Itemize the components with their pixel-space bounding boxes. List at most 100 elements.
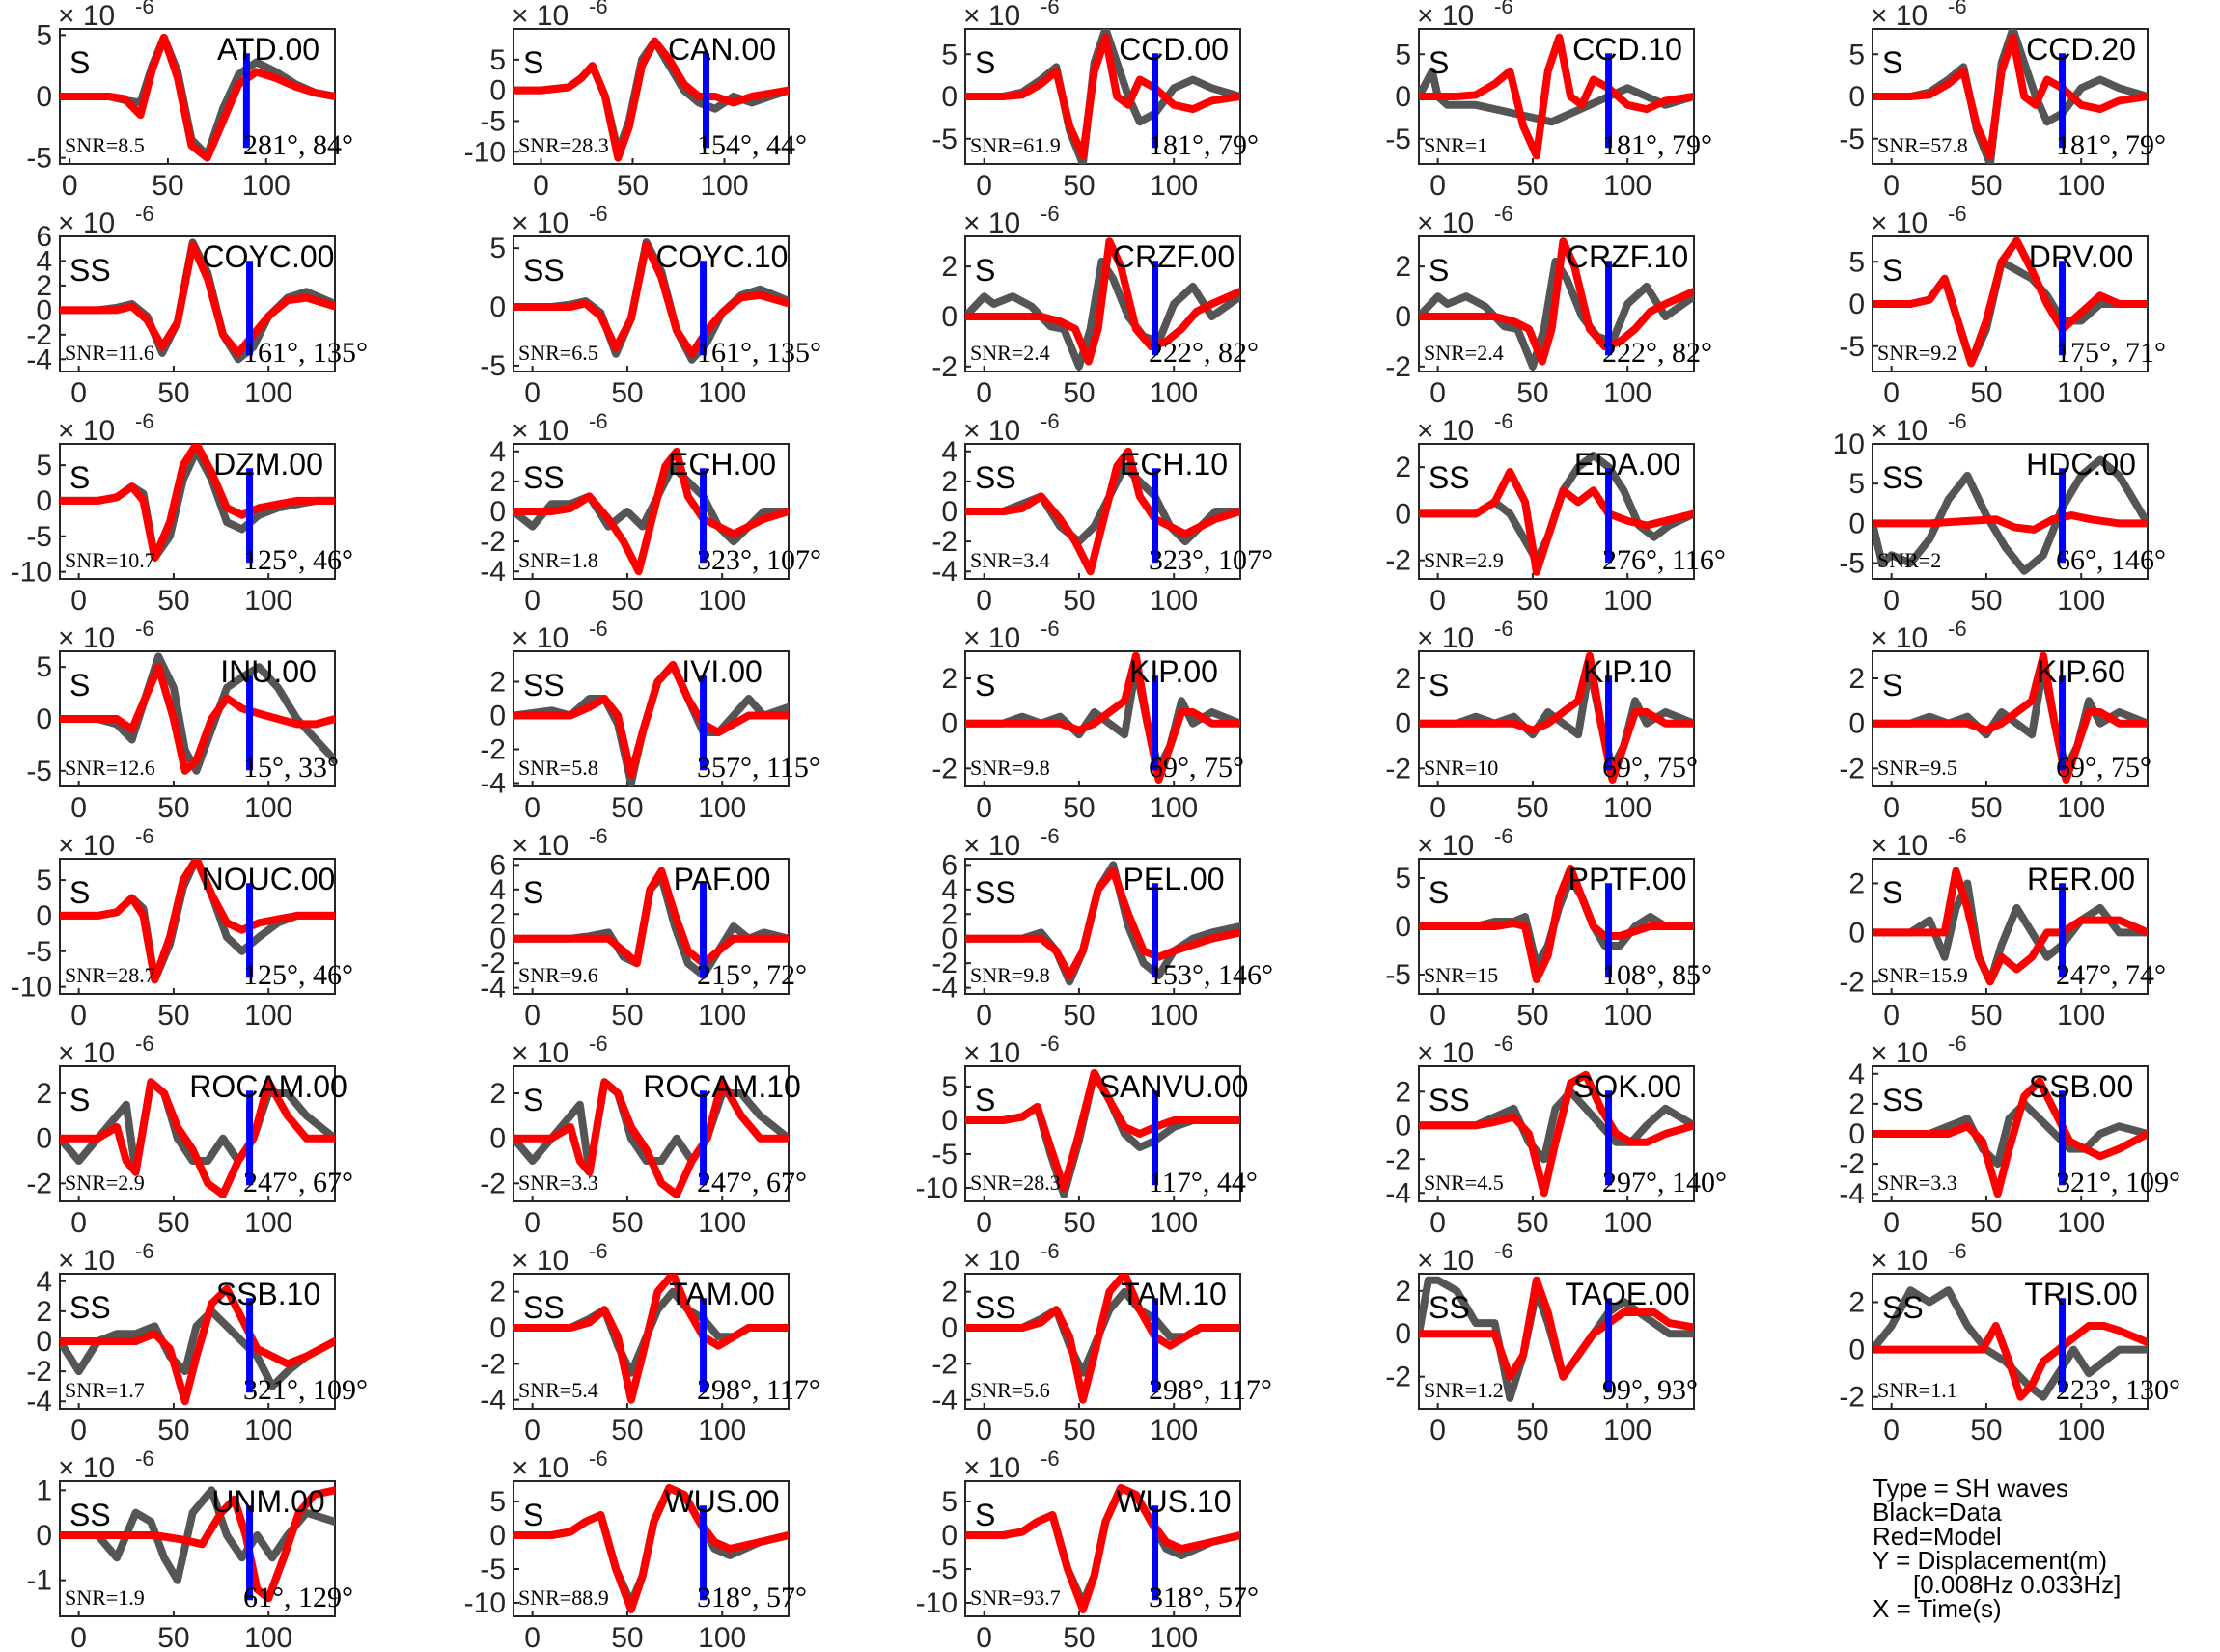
- station-label: ROCAM.00: [189, 1069, 347, 1104]
- angle-label: 298°, 117°: [1149, 1374, 1272, 1406]
- model-waveform: [513, 867, 789, 968]
- exponent-label: × 10: [963, 207, 1020, 239]
- station-label: PPTF.00: [1568, 862, 1687, 896]
- data-waveform: [60, 1307, 335, 1390]
- x-tick-label: 100: [1603, 377, 1651, 409]
- axes-frame: [964, 650, 1241, 787]
- y-tick-label: -2: [1385, 1143, 1411, 1175]
- exponent-power: -6: [589, 202, 608, 226]
- y-tick-label: 0: [941, 496, 957, 528]
- y-tick-label: 5: [941, 1486, 957, 1518]
- angle-label: 15°, 33°: [243, 752, 339, 784]
- x-tick-label: 50: [1063, 170, 1095, 202]
- angle-label: 223°, 130°: [2056, 1374, 2180, 1406]
- angle-label: 323°, 107°: [1149, 544, 1273, 576]
- x-tick-label: 50: [1516, 585, 1548, 617]
- x-tick-label: 100: [698, 1622, 746, 1652]
- legend-y: Y = Displacement(m): [1873, 1546, 2107, 1575]
- y-tick-label: -10: [916, 1587, 957, 1619]
- exponent-label: × 10: [963, 1037, 1020, 1069]
- x-tick-label: 50: [1063, 585, 1095, 617]
- phase-label: S: [1429, 875, 1449, 910]
- y-tick-label: 2: [1395, 1276, 1411, 1308]
- snr-label: SNR=9.2: [1877, 341, 1957, 365]
- y-tick-label: 2: [489, 466, 506, 498]
- phase-label: SS: [1882, 1083, 1924, 1117]
- y-tick-label: 4: [1848, 1059, 1865, 1090]
- legend-x: X = Time(s): [1873, 1594, 2002, 1623]
- exponent-label: × 10: [963, 622, 1020, 654]
- exponent-label: × 10: [1417, 207, 1474, 239]
- axes-frame: [513, 1480, 790, 1617]
- phase-label: SS: [1882, 460, 1924, 495]
- y-tick-label: -2: [1839, 753, 1865, 785]
- x-tick-label: 50: [1516, 1207, 1548, 1239]
- angle-label: 247°, 74°: [2056, 959, 2166, 991]
- y-tick-label: 5: [489, 44, 506, 76]
- model-waveform: [513, 240, 789, 358]
- snr-label: SNR=4.5: [1424, 1170, 1504, 1195]
- y-tick-label: 4: [36, 245, 52, 277]
- snr-label: SNR=9.6: [518, 963, 598, 987]
- x-tick-label: 100: [1150, 170, 1198, 202]
- x-tick-label: 50: [1063, 1415, 1095, 1446]
- x-tick-label: 0: [1883, 170, 1900, 202]
- y-tick-label: 0: [1848, 1118, 1865, 1150]
- y-tick-label: 1: [36, 1474, 52, 1506]
- y-tick-label: 5: [489, 1486, 506, 1518]
- x-tick-label: 50: [1970, 792, 2002, 824]
- x-tick-label: 0: [976, 1207, 992, 1239]
- angle-label: 357°, 115°: [697, 752, 820, 784]
- station-label: CCD.20: [2026, 32, 2136, 67]
- exponent-label: × 10: [963, 830, 1020, 862]
- angle-label: 318°, 57°: [697, 1582, 807, 1613]
- x-tick-label: 100: [1150, 585, 1198, 617]
- angle-label: 318°, 57°: [1149, 1582, 1259, 1613]
- exponent-power: -6: [1494, 1032, 1513, 1056]
- x-tick-label: 0: [976, 1000, 992, 1032]
- x-tick-label: 100: [698, 1000, 746, 1032]
- exponent-power: -6: [1041, 617, 1060, 641]
- phase-label: S: [1429, 668, 1449, 702]
- panel-crzf-10: 0 50 100 2 0 -2 × 10 -6 S CRZF.10 SNR=2.4 222°, 82°: [1385, 202, 1712, 409]
- station-label: IVI.00: [681, 654, 763, 689]
- panel-kip-60: 0 50 100 2 0 -2 × 10 -6 S KIP.60 SNR=9.5 69°, 75°: [1839, 617, 2151, 824]
- model-waveform: [1419, 33, 1694, 160]
- x-tick-label: 50: [617, 170, 649, 202]
- station-label: KIP.10: [1583, 654, 1672, 689]
- snr-label: SNR=1.1: [1877, 1378, 1957, 1402]
- x-tick-label: 50: [611, 1000, 643, 1032]
- station-label: ECH.00: [668, 447, 776, 482]
- y-tick-label: 5: [36, 19, 52, 51]
- x-tick-label: 50: [1063, 377, 1095, 409]
- exponent-power: -6: [1494, 202, 1513, 226]
- snr-label: SNR=9.8: [970, 963, 1050, 987]
- phase-label: S: [1882, 668, 1902, 702]
- panel-taoe-00: 0 50 100 2 0 -2 × 10 -6 SS TAOE.00 SNR=1.2 99°, 93°: [1385, 1239, 1698, 1446]
- y-tick-label: -5: [1839, 331, 1865, 363]
- model-waveform: [60, 663, 335, 775]
- station-label: HDC.00: [2026, 447, 2136, 482]
- y-tick-label: 5: [36, 651, 52, 683]
- phase-label: S: [523, 1498, 543, 1532]
- exponent-power: -6: [589, 0, 608, 18]
- exponent-label: × 10: [58, 415, 115, 447]
- y-tick-label: 0: [941, 1312, 957, 1344]
- panel-kip-10: 0 50 100 2 0 -2 × 10 -6 S KIP.10 SNR=10 69°, 75°: [1385, 617, 1698, 824]
- y-tick-label: -2: [480, 526, 506, 558]
- x-tick-label: 0: [524, 585, 541, 617]
- x-tick-label: 50: [1516, 377, 1548, 409]
- phase-label: SS: [523, 253, 565, 288]
- snr-label: SNR=1.7: [65, 1378, 145, 1402]
- y-tick-label: -2: [1385, 351, 1411, 383]
- phase-label: S: [975, 1083, 995, 1117]
- panel-rocam-10: 0 50 100 2 0 -2 × 10 -6 S ROCAM.10 SNR=3.3 247°, 67…: [480, 1032, 807, 1239]
- exponent-label: × 10: [1417, 1037, 1474, 1069]
- exponent-label: × 10: [58, 1245, 115, 1277]
- y-tick-label: 6: [489, 849, 506, 881]
- axes-frame: [1418, 1065, 1695, 1202]
- model-waveform: [513, 1078, 789, 1198]
